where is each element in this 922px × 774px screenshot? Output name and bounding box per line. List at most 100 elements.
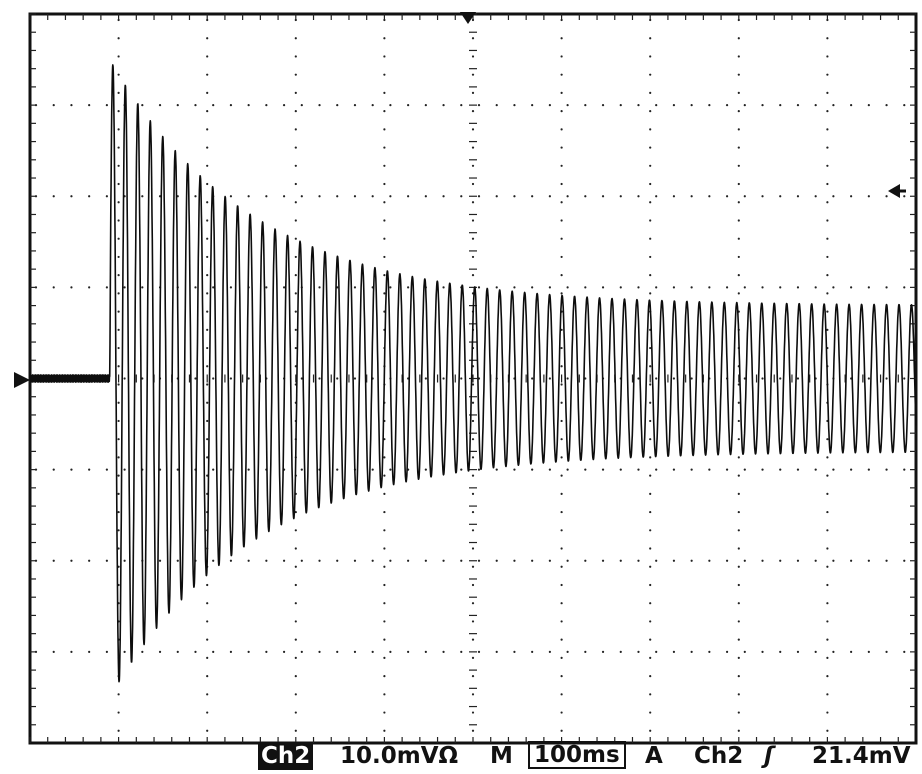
grid-dot [826,729,829,732]
grid-dot [123,650,126,653]
grid-dot [460,650,463,653]
grid-dot [708,559,711,562]
grid-dot [885,286,888,289]
grid-dot [471,656,475,659]
grid-dot [814,650,817,653]
grid-dot [737,474,740,477]
grid-dot [814,468,817,471]
grid-dot [206,73,209,76]
grid-dot [300,650,303,653]
grid-dot [560,547,563,550]
grid-dot [117,164,120,167]
grid-dot [294,328,297,331]
grid-dot [117,547,120,550]
grid-dot [814,559,817,562]
grid-dot [117,346,120,350]
grid-dot [477,468,481,471]
grid-dot [471,547,475,550]
grid-dot [708,286,711,289]
grid-dot [294,565,297,568]
grid-dot [531,195,534,198]
grid-dot [867,104,870,107]
grid-dot [212,104,215,107]
grid-dot [282,650,286,653]
grid-dot [737,693,740,696]
grid-dot [867,559,870,562]
grid-dot [903,286,906,289]
grid-dot [649,182,652,186]
grid-dot [690,286,693,289]
channel-ground-marker [14,372,30,388]
grid-dot [88,559,91,562]
grid-dot [725,650,729,653]
grid-dot [212,559,215,562]
grid-dot [672,286,676,289]
grid-dot [560,438,563,441]
grid-dot [560,729,563,732]
grid-dot [779,286,782,289]
grid-dot [649,656,652,659]
grid-dot [737,73,740,76]
grid-dot [247,104,250,107]
grid-dot [105,286,108,289]
grid-dot [294,602,297,605]
grid-dot [903,559,906,562]
grid-dot [832,286,835,289]
grid-dot [353,650,357,653]
grid-dot [737,656,740,659]
grid-dot [737,182,740,186]
grid-dot [294,237,297,240]
grid-dot [294,583,297,587]
grid-dot [117,328,120,331]
grid-dot [690,104,693,107]
timebase-value[interactable]: 100ms [528,741,626,769]
grid-dot [725,559,729,562]
grid-dot [737,711,740,714]
grid-dot [383,274,386,277]
waveform-trace [29,64,917,683]
grid-dot [796,104,800,107]
grid-dot [560,55,563,58]
grid-dot [206,182,209,186]
channel-badge[interactable]: Ch2 [258,742,314,770]
grid-dot [560,365,563,368]
grid-dot [737,292,740,295]
grid-dot [141,195,144,198]
grid-dot [655,286,658,289]
grid-dot [796,286,800,289]
grid-dot [442,286,445,289]
status-bar: Ch2 10.0mVΩ M 100ms A Ch2 ʃ 21.4mV [0,738,922,774]
grid-dot [513,286,516,289]
grid-dot [832,104,835,107]
grid-dot [300,468,303,471]
grid-dot [294,55,297,58]
grid-dot [826,565,829,568]
grid-dot [655,468,658,471]
grid-dot [70,195,73,198]
grid-dot [584,468,587,471]
grid-dot [649,419,652,423]
grid-dot [52,286,55,289]
grid-dot [407,104,410,107]
grid-dot [531,559,534,562]
grid-dot [548,559,551,562]
grid-dot [206,292,209,295]
grid-dot [123,377,126,380]
grid-dot [867,650,870,653]
grid-dot [826,73,829,76]
grid-dot [206,602,209,605]
grid-dot [471,91,475,94]
grid-dot [560,219,563,222]
grid-dot [353,377,357,380]
grid-dot [117,128,120,131]
grid-dot [560,675,563,678]
grid-dot [206,438,209,441]
grid-dot [560,510,563,514]
grid-dot [737,547,740,550]
grid-dot [737,529,740,532]
grid-dot [70,650,73,653]
grid-dot [117,292,120,295]
grid-dot [850,559,853,562]
grid-dot [737,164,740,167]
